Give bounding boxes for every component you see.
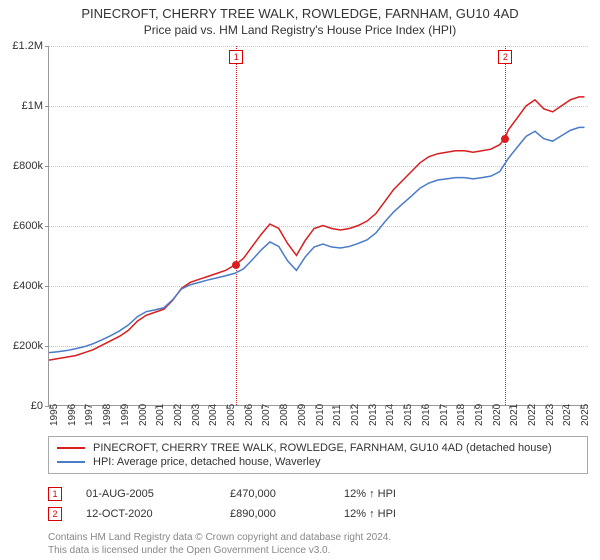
y-axis-label: £600k [3, 220, 43, 232]
transaction-pct: 12% ↑ HPI [344, 508, 434, 520]
transaction-date: 01-AUG-2005 [86, 488, 206, 500]
chart-title: PINECROFT, CHERRY TREE WALK, ROWLEDGE, F… [0, 0, 600, 21]
y-axis-label: £0 [3, 400, 43, 412]
x-axis-label: 2017 [439, 404, 450, 426]
x-axis-label: 2018 [456, 404, 467, 426]
x-axis-label: 1998 [102, 404, 113, 426]
x-axis-label: 2016 [421, 404, 432, 426]
transaction-number-box: 2 [48, 507, 62, 521]
x-axis-label: 2006 [244, 404, 255, 426]
y-axis-label: £1M [3, 100, 43, 112]
legend-swatch [57, 461, 85, 463]
x-axis-label: 2025 [580, 404, 591, 426]
x-axis-label: 2024 [562, 404, 573, 426]
transaction-price: £890,000 [230, 508, 320, 520]
legend-label: PINECROFT, CHERRY TREE WALK, ROWLEDGE, F… [93, 442, 552, 454]
legend-item: PINECROFT, CHERRY TREE WALK, ROWLEDGE, F… [57, 441, 579, 455]
legend-swatch [57, 447, 85, 449]
x-axis-label: 2009 [297, 404, 308, 426]
footer-line-2: This data is licensed under the Open Gov… [48, 545, 391, 558]
transactions-table: 1 01-AUG-2005 £470,000 12% ↑ HPI 2 12-OCT-202… [48, 484, 588, 524]
transaction-pct: 12% ↑ HPI [344, 488, 434, 500]
y-axis-label: £400k [3, 280, 43, 292]
y-axis-label: £800k [3, 160, 43, 172]
x-axis-label: 2001 [155, 404, 166, 426]
x-axis-label: 2015 [403, 404, 414, 426]
y-axis-label: £1.2M [3, 40, 43, 52]
transaction-row: 1 01-AUG-2005 £470,000 12% ↑ HPI [48, 484, 588, 504]
x-axis-label: 2021 [509, 404, 520, 426]
transaction-price: £470,000 [230, 488, 320, 500]
footer-line-1: Contains HM Land Registry data © Crown c… [48, 532, 391, 545]
x-axis-label: 1997 [84, 404, 95, 426]
transaction-row: 2 12-OCT-2020 £890,000 12% ↑ HPI [48, 504, 588, 524]
x-axis-label: 2013 [368, 404, 379, 426]
series-svg [49, 46, 588, 405]
x-axis-label: 2011 [332, 404, 343, 426]
series-line [49, 127, 585, 352]
y-axis-label: £200k [3, 340, 43, 352]
transaction-date: 12-OCT-2020 [86, 508, 206, 520]
x-axis-label: 2014 [385, 404, 396, 426]
x-axis-label: 2002 [173, 404, 184, 426]
x-axis-label: 2004 [208, 404, 219, 426]
legend-label: HPI: Average price, detached house, Wave… [93, 456, 320, 468]
x-axis-label: 1995 [49, 404, 60, 426]
x-axis-label: 2020 [492, 404, 503, 426]
x-axis-label: 2023 [545, 404, 556, 426]
chart-subtitle: Price paid vs. HM Land Registry's House … [0, 21, 600, 37]
transaction-point [232, 261, 240, 269]
x-axis-label: 2007 [261, 404, 272, 426]
legend-item: HPI: Average price, detached house, Wave… [57, 455, 579, 469]
transaction-number-box: 1 [48, 487, 62, 501]
x-axis-label: 2000 [138, 404, 149, 426]
chart-plot-area: £0£200k£400k£600k£800k£1M£1.2M1995199619… [48, 46, 588, 406]
x-axis-label: 2012 [350, 404, 361, 426]
x-axis-label: 2003 [191, 404, 202, 426]
x-axis-label: 2010 [315, 404, 326, 426]
legend-box: PINECROFT, CHERRY TREE WALK, ROWLEDGE, F… [48, 436, 588, 474]
x-axis-label: 1996 [67, 404, 78, 426]
x-axis-label: 2022 [527, 404, 538, 426]
x-axis-label: 2008 [279, 404, 290, 426]
x-axis-label: 2019 [474, 404, 485, 426]
footer-attribution: Contains HM Land Registry data © Crown c… [48, 532, 391, 557]
x-axis-label: 1999 [120, 404, 131, 426]
x-axis-label: 2005 [226, 404, 237, 426]
transaction-point [501, 135, 509, 143]
